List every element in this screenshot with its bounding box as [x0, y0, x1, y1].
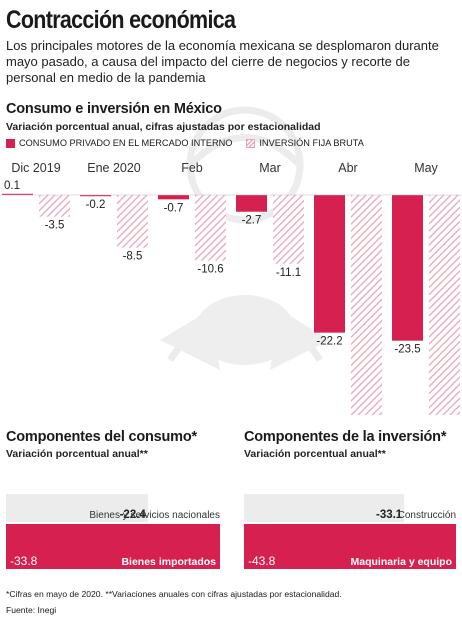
bar-component-secondary [244, 524, 456, 569]
x-tick-label: Abr [338, 161, 357, 175]
bar-inversion [351, 195, 382, 415]
chart-legend: CONSUMO PRIVADO EN EL MERCADO INTERNO IN… [6, 138, 364, 148]
value-label-consumo: 0.1 [4, 180, 20, 192]
value-label-consumo: -23.5 [394, 344, 420, 356]
inversion-components-subtitle: Variación porcentual anual** [244, 448, 386, 460]
value-label-inversion: -3.5 [45, 220, 65, 232]
category-label-secondary: Bienes importados [121, 556, 216, 568]
legend-label-consumo: CONSUMO PRIVADO EN EL MERCADO INTERNO [19, 138, 233, 148]
bar-inversion [117, 195, 148, 248]
bar-inversion [273, 195, 304, 264]
bar-consumo [80, 195, 111, 197]
x-tick-label: Dic 2019 [11, 161, 60, 175]
bar-inversion [195, 195, 226, 261]
x-tick-label: Mar [259, 161, 281, 175]
legend-swatch-inversion [246, 138, 256, 148]
bar-consumo [392, 195, 423, 341]
inversion-components-title: Componentes de la inversión* [244, 429, 447, 445]
chart-subtitle: Variación porcentual anual, cifras ajust… [6, 121, 321, 133]
value-label-inversion: -10.6 [197, 264, 223, 276]
value-label-primary: -33.1 [376, 509, 403, 521]
value-label-consumo: -0.2 [86, 199, 106, 211]
value-label-consumo: -0.7 [164, 202, 184, 214]
category-label-primary: Bienes y servicios nacionales [89, 510, 220, 521]
bar-component-secondary [6, 524, 220, 569]
x-tick-label: Feb [181, 161, 203, 175]
bar-consumo [158, 195, 189, 200]
category-label-primary: Construcción [398, 510, 456, 521]
bar-component-primary [6, 494, 148, 522]
value-label-consumo: -2.7 [242, 215, 262, 227]
value-label-inversion: -11.1 [276, 267, 301, 279]
page-subtitle: Los principales motores de la economía m… [6, 38, 439, 85]
bar-consumo [2, 193, 33, 195]
value-label-secondary: -43.8 [248, 554, 276, 568]
chart-title: Consumo e inversión en México [6, 101, 222, 117]
eagle-watermark-icon [160, 106, 330, 370]
bar-consumo [314, 195, 345, 333]
bar-inversion [39, 195, 70, 217]
bar-consumo [236, 195, 267, 212]
x-tick-label: May [414, 161, 438, 175]
main-bar-chart: Dic 2019 0.1 -3.5 Ene 2020 -0.2 -8.5 Feb -0.7 -1… [0, 161, 462, 415]
consumo-components-title: Componentes del consumo* [6, 429, 197, 445]
x-tick-label: Ene 2020 [87, 161, 141, 175]
value-label-primary: -22.4 [120, 509, 147, 521]
value-label-secondary: -33.8 [10, 554, 38, 568]
bar-component-primary [244, 494, 405, 522]
page-title: Contracción económica [6, 6, 236, 34]
legend-swatch-consumo [6, 138, 15, 148]
value-label-inversion: -8.5 [123, 251, 143, 263]
footnote: *Cifras en mayo de 2020. **Variaciones a… [6, 589, 342, 599]
source: Fuente: Inegi [6, 605, 57, 615]
bar-inversion [429, 195, 460, 415]
value-label-consumo: -22.2 [316, 336, 342, 348]
category-label-secondary: Maquinaria y equipo [350, 556, 452, 568]
consumo-components-subtitle: Variación porcentual anual** [6, 448, 148, 460]
legend-label-inversion: INVERSIÓN FIJA BRUTA [259, 138, 364, 148]
